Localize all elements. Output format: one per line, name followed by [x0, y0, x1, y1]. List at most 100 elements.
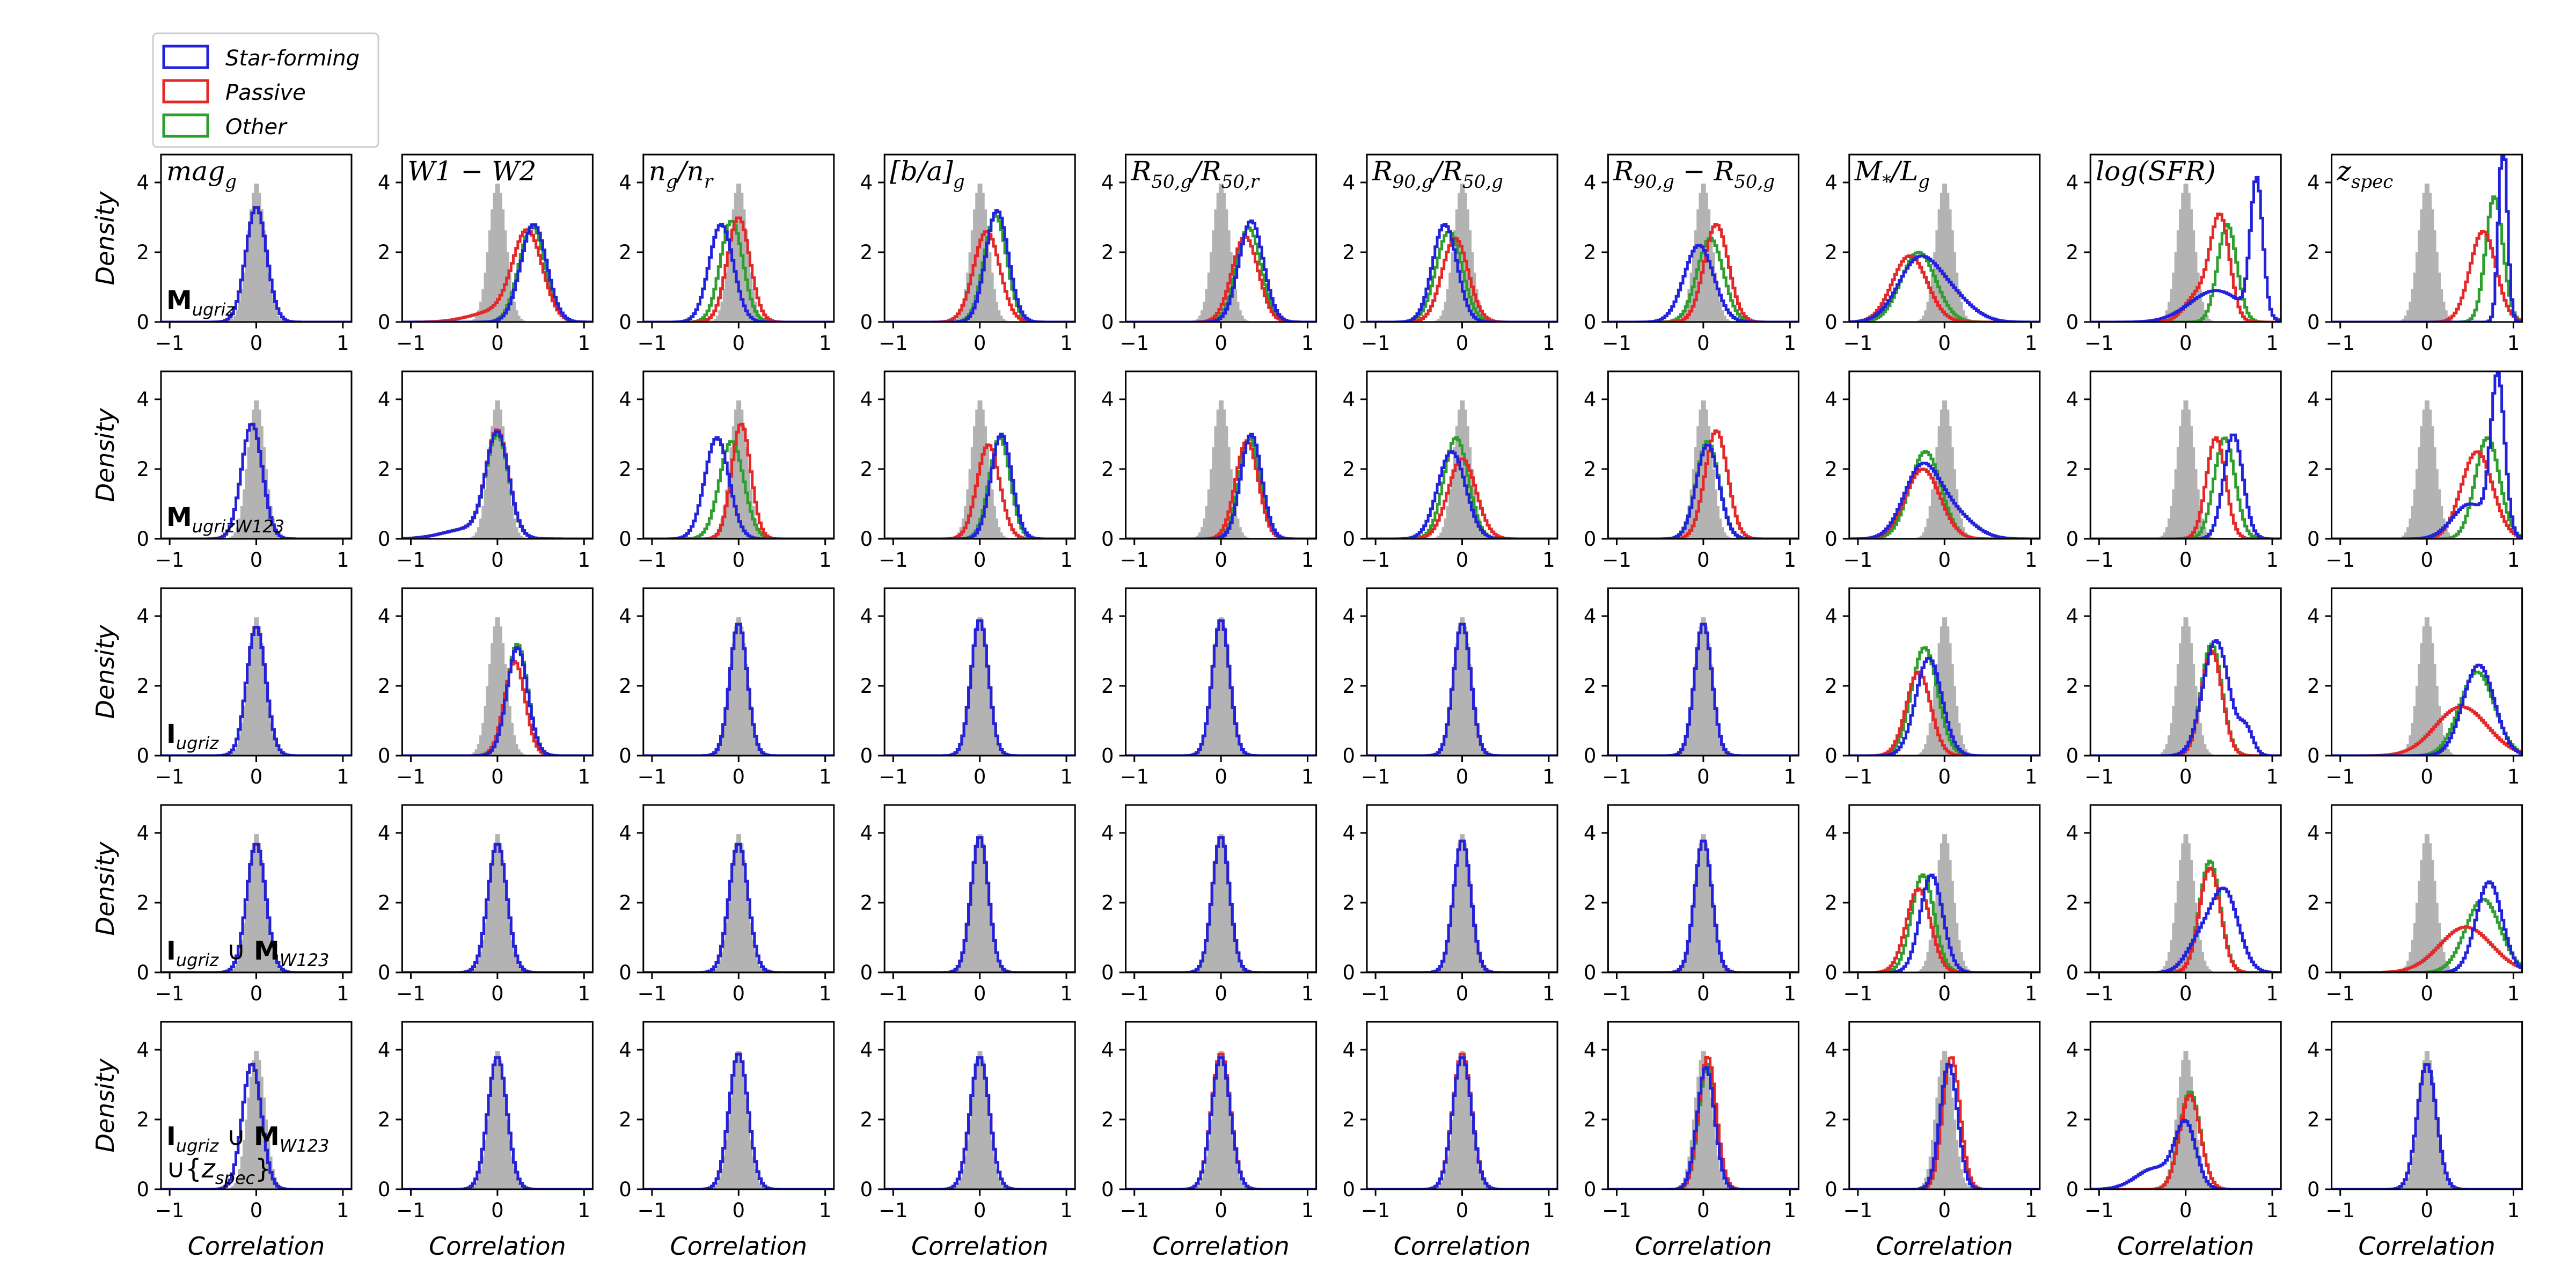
- y-axis-label: Density: [91, 408, 120, 502]
- null-bar: [1475, 1156, 1479, 1189]
- x-tick-label: 1: [1301, 332, 1314, 355]
- null-bar: [500, 1060, 502, 1189]
- null-bar: [274, 961, 277, 972]
- null-bar: [1239, 527, 1242, 539]
- null-bar: [738, 834, 742, 972]
- x-tick-label: 1: [2507, 1199, 2520, 1222]
- null-bar: [731, 860, 735, 972]
- null-bar: [276, 966, 280, 972]
- null-bar: [743, 860, 746, 972]
- null-bar: [1230, 903, 1233, 972]
- null-bar: [1469, 881, 1472, 972]
- null-bar: [1726, 536, 1729, 539]
- hist-star-forming: [643, 436, 834, 539]
- null-bar: [1203, 1169, 1206, 1189]
- null-bar: [975, 843, 978, 972]
- y-tick-label: 4: [2066, 822, 2079, 845]
- null-bar: [258, 193, 261, 322]
- null-bar: [481, 722, 485, 756]
- y-tick-label: 0: [1584, 744, 1597, 767]
- hist-passive: [1849, 887, 2040, 972]
- null-bar: [2440, 939, 2443, 972]
- null-bar: [1446, 506, 1449, 539]
- null-bar: [1699, 843, 1702, 972]
- null-bar: [1214, 643, 1217, 756]
- x-tick-label: 0: [1214, 1199, 1227, 1222]
- null-bar: [479, 952, 482, 972]
- null-bar: [472, 969, 475, 972]
- hist-star-forming: [1125, 219, 1316, 322]
- row-label-5-line2: ∪{zspec}: [166, 1154, 272, 1188]
- null-bar: [1715, 489, 1717, 539]
- y-tick-label: 2: [1584, 891, 1597, 914]
- null-bar: [488, 881, 491, 972]
- null-bar: [243, 489, 245, 539]
- null-bar: [2420, 1077, 2423, 1189]
- hist-star-forming: [161, 1063, 352, 1189]
- hist-star-forming: [2331, 155, 2522, 322]
- x-tick-label: 0: [2179, 548, 2192, 572]
- null-bar: [500, 843, 502, 972]
- hist-star-forming: [1125, 836, 1316, 972]
- x-tick-label: 1: [2507, 548, 2520, 572]
- y-tick-label: 4: [1101, 605, 1114, 628]
- panel-plot-area: [1125, 184, 1316, 322]
- null-bar: [2208, 1186, 2211, 1189]
- null-bar: [1946, 1060, 1950, 1189]
- null-bar: [1719, 302, 1722, 322]
- null-bar: [750, 923, 753, 972]
- null-bar: [2431, 209, 2434, 322]
- null-bar: [1236, 302, 1240, 322]
- null-bar: [2204, 961, 2207, 972]
- null-bar: [1225, 426, 1228, 539]
- null-bar: [249, 643, 252, 756]
- null-bar: [1924, 744, 1927, 756]
- null-bar: [2433, 664, 2436, 756]
- null-bar: [1951, 1097, 1954, 1189]
- null-bar: [2181, 626, 2184, 756]
- hist-star-forming: [884, 1056, 1075, 1189]
- x-tick-label: 1: [2025, 982, 2038, 1005]
- x-tick-label: −1: [879, 1199, 908, 1222]
- panel-plot-area: [1849, 1051, 2040, 1189]
- panel-plot-area: [1849, 400, 2040, 539]
- null-bar: [509, 706, 511, 756]
- panel-r3-c1: −1 0 1 0 2 4 Density Iugriz: [91, 587, 353, 788]
- null-bar: [2424, 1051, 2427, 1189]
- null-bar: [2190, 426, 2193, 539]
- null-bar: [964, 939, 967, 972]
- y-tick-label: 4: [136, 822, 149, 845]
- null-bar: [1703, 617, 1706, 756]
- null-bar: [1218, 184, 1221, 322]
- null-bar: [991, 706, 994, 756]
- null-bar: [1922, 532, 1924, 539]
- null-bar: [233, 1183, 237, 1189]
- null-bar: [493, 1060, 496, 1189]
- null-bar: [1437, 1186, 1440, 1189]
- null-bar: [991, 489, 994, 539]
- null-bar: [2176, 230, 2179, 322]
- null-bar: [1949, 1077, 1952, 1189]
- null-bar: [276, 749, 280, 756]
- null-bar: [1956, 489, 1959, 539]
- null-bar: [2187, 409, 2191, 539]
- null-bar: [1930, 489, 1934, 539]
- x-tick-label: −1: [396, 1199, 426, 1222]
- hist-other: [2331, 436, 2522, 539]
- panel-plot-area: [402, 1051, 593, 1189]
- hist-star-forming: [161, 843, 352, 972]
- null-bar: [1209, 903, 1212, 972]
- null-bar: [481, 506, 485, 539]
- null-bar: [515, 744, 518, 756]
- null-bar: [1949, 426, 1952, 539]
- null-bar: [993, 939, 996, 972]
- null-bar: [2409, 1169, 2412, 1189]
- hist-passive: [2090, 213, 2281, 322]
- null-bar: [1708, 1077, 1711, 1189]
- null-bar: [957, 1183, 960, 1189]
- null-bar: [1944, 400, 1948, 539]
- null-bar: [757, 961, 759, 972]
- y-tick-label: 4: [136, 1038, 149, 1062]
